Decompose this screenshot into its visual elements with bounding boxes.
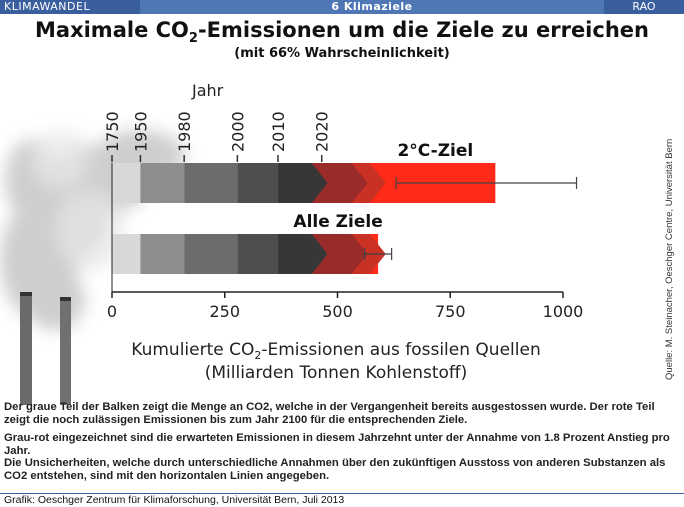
chimney-left [20,295,32,405]
series-label: Alle Ziele [293,212,382,232]
header-title: 6 Klimaziele [140,0,604,14]
graphic-credit: Grafik: Oeschger Zentrum für Klimaforsch… [0,493,684,507]
chart-title: Maximale CO2-Emissionen um die Ziele zu … [0,18,684,46]
x-axis-unit-label: (Milliarden Tonnen Kohlenstoff) [205,363,468,383]
x-tick-label: 250 [209,302,240,321]
header-agency: RAO [604,0,684,14]
header-bar: KLIMAWANDEL 6 Klimaziele RAO [0,0,684,14]
note-paragraph: Der graue Teil der Balken zeigt die Meng… [4,401,655,426]
year-marker-label: 2010 [269,111,288,152]
bar-segment-projection [351,163,386,203]
year-marker-label: 1950 [131,111,150,152]
bar-segment-historic [140,234,185,274]
source-text: Quelle: M. Steinacher, Oeschger Centre, … [664,139,675,380]
year-axis: Jahr 1750 1950 1980 2000 2010 2020 [103,81,332,162]
x-tick-label: 500 [322,302,353,321]
bar-segment-2010s [277,163,328,203]
emissions-chart: Jahr 1750 1950 1980 2000 2010 2020 2°C-Ziel All… [103,81,583,383]
bar-segment-2020s [311,234,368,274]
x-tick-label: 0 [107,302,117,321]
year-marker-label: 1750 [103,111,122,152]
year-marker-label: 1980 [175,111,194,152]
x-tick-label: 1000 [543,302,584,321]
bar-segment-2020s [311,163,368,203]
note-paragraph: Die Unsicherheiten, welche durch untersc… [4,457,666,482]
chart-title-rest: -Emissionen um die Ziele zu erreichen [197,18,649,42]
bars: 2°C-Ziel Alle Ziele [112,141,578,274]
x-axis: 0 250 500 750 1000 [107,163,583,321]
chart-title-subscript: 2 [188,31,198,47]
year-marker-label: 2000 [228,111,247,152]
note-paragraph: Grau-rot eingezeichnet sind die erwartet… [4,432,670,457]
chart-title-part: Maximale CO [35,18,189,42]
bar-segment-historic [112,234,141,274]
series-label: 2°C-Ziel [397,141,473,161]
chimney-right [60,300,71,405]
source-credit: Quelle: M. Steinacher, Oeschger Centre, … [664,139,675,380]
chart-subtitle: (mit 66% Wahrscheinlichkeit) [234,46,450,61]
bar-segment-historic [184,234,238,274]
year-axis-label: Jahr [191,81,224,100]
x-axis-label: Kumulierte CO2-Emissionen aus fossilen Q… [131,340,540,362]
bar-segment-historic [140,163,185,203]
x-tick-label: 750 [435,302,466,321]
bar-segment-historic [237,234,278,274]
header-section-label: KLIMAWANDEL [0,0,140,14]
bar-segment-2010s [277,234,328,274]
explanation-notes: Der graue Teil der Balken zeigt die Meng… [4,401,680,482]
year-marker-label: 2020 [313,111,332,152]
bar-segment-historic [112,163,141,203]
bar-segment-historic [237,163,278,203]
bar-segment-historic [184,163,238,203]
